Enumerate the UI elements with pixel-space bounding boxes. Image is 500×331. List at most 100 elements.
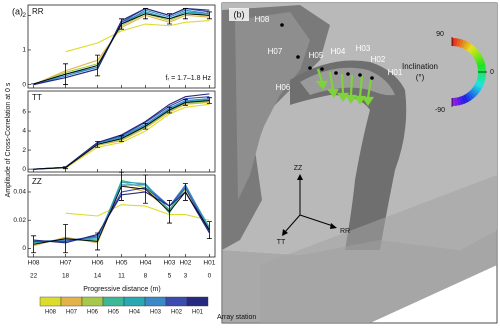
colorbar-segment: [479, 59, 480, 61]
x-tick-label: 0: [208, 273, 212, 280]
legend-label: H06: [87, 310, 99, 316]
y-axis-label: Amplitude of Cross-Correlation at 0 s: [5, 82, 12, 197]
legend-title: Array station: [217, 314, 256, 321]
legend-label: H07: [66, 310, 78, 316]
station-dot: [358, 73, 362, 77]
panel-title: RR: [32, 7, 44, 16]
y-tick-label: 0: [22, 81, 26, 88]
colorbar-tick-label: -90: [435, 107, 445, 114]
station-label: H02: [371, 55, 386, 64]
colorbar-title: Inclination: [402, 62, 438, 71]
x-tick-label: H04: [140, 260, 152, 267]
panel-label: (a): [12, 6, 23, 16]
colorbar-segment: [460, 43, 462, 44]
panel-title: TT: [32, 93, 42, 102]
station-label: H05: [309, 51, 324, 60]
colorbar-segment: [473, 51, 475, 53]
station-label: H01: [388, 68, 403, 77]
colorbar-segment: [467, 97, 469, 98]
legend-swatch: [124, 297, 145, 306]
y-tick-label: 0.04: [13, 189, 26, 196]
series-line: [66, 21, 210, 52]
colorbar-segment: [481, 77, 482, 80]
x-axis-label: Progressive distance (m): [83, 286, 160, 293]
colorbar-segment: [479, 82, 480, 84]
axis-label: ZZ: [294, 165, 303, 172]
colorbar-segment: [478, 57, 479, 59]
series-line: [34, 99, 210, 170]
colorbar-segment: [460, 100, 462, 101]
x-tick-label: H06: [92, 260, 104, 267]
station-label: H07: [268, 47, 283, 56]
colorbar-segment: [471, 49, 473, 51]
series-line: [34, 97, 210, 169]
station-dot: [370, 76, 374, 80]
colorbar-segment: [480, 62, 481, 64]
series-line: [66, 104, 210, 168]
colorbar-segment: [469, 47, 471, 49]
y-tick-label: 6: [22, 109, 26, 116]
colorbar-segment: [478, 85, 479, 87]
axis-label: RR: [340, 228, 350, 235]
colorbar-segment: [462, 99, 464, 100]
colorbar-segment: [471, 93, 473, 95]
panel-title: ZZ: [32, 177, 42, 186]
annotation: fᵣ = 1.7–1.8 Hz: [166, 75, 212, 82]
colorbar-segment: [465, 45, 467, 46]
colorbar-segment: [475, 53, 477, 55]
colorbar-unit: (°): [416, 73, 425, 82]
station-dot: [296, 55, 300, 59]
colorbar-segment: [481, 64, 482, 67]
series-line: [66, 205, 210, 221]
x-tick-label: H05: [116, 260, 128, 267]
station-dot: [334, 71, 338, 75]
station-dot: [280, 23, 284, 27]
station-label: H08: [255, 15, 270, 24]
legend-swatch: [40, 297, 61, 306]
legend-swatch: [61, 297, 82, 306]
x-tick-label: H02: [179, 260, 191, 267]
station-label: H06: [276, 83, 291, 92]
x-tick-label: 3: [184, 273, 188, 280]
x-tick-label: H03: [163, 260, 175, 267]
legend-swatch: [145, 297, 166, 306]
station-dot: [346, 72, 350, 76]
y-tick-label: 0: [22, 166, 26, 173]
colorbar-segment: [480, 80, 481, 82]
legend-label: H02: [171, 310, 183, 316]
colorbar-tick-label: 90: [436, 31, 444, 38]
legend-swatch: [187, 297, 208, 306]
legend-swatch: [82, 297, 103, 306]
x-tick-label: 11: [118, 273, 125, 280]
x-tick-label: 14: [94, 273, 102, 280]
colorbar-segment: [465, 98, 467, 99]
colorbar-segment: [477, 55, 478, 57]
colorbar-segment: [467, 46, 469, 47]
colorbar-segment: [477, 87, 478, 89]
x-tick-label: 5: [168, 273, 172, 280]
legend-swatch: [166, 297, 187, 306]
y-tick-label: 0.02: [13, 217, 26, 224]
colorbar-segment: [457, 42, 460, 43]
y-tick-label: 2: [22, 12, 26, 19]
x-tick-label: 22: [30, 273, 38, 280]
panel-label: (b): [234, 9, 245, 19]
colorbar-segment: [469, 95, 471, 97]
x-tick-label: H01: [203, 260, 215, 267]
x-tick-label: 8: [144, 273, 148, 280]
station-label: H04: [331, 47, 346, 56]
legend-label: H03: [150, 310, 162, 316]
station-label: H03: [356, 44, 371, 53]
y-tick-label: 2: [22, 147, 26, 154]
axis-label: TT: [277, 239, 286, 246]
x-tick-label: H07: [60, 260, 72, 267]
station-dot: [320, 67, 324, 71]
x-tick-label: 18: [62, 273, 70, 280]
x-tick-label: H08: [28, 260, 40, 267]
colorbar-tick-label: 0: [490, 69, 494, 76]
colorbar-segment: [457, 101, 460, 102]
colorbar-segment: [475, 89, 477, 91]
y-tick-label: 1: [22, 47, 26, 54]
